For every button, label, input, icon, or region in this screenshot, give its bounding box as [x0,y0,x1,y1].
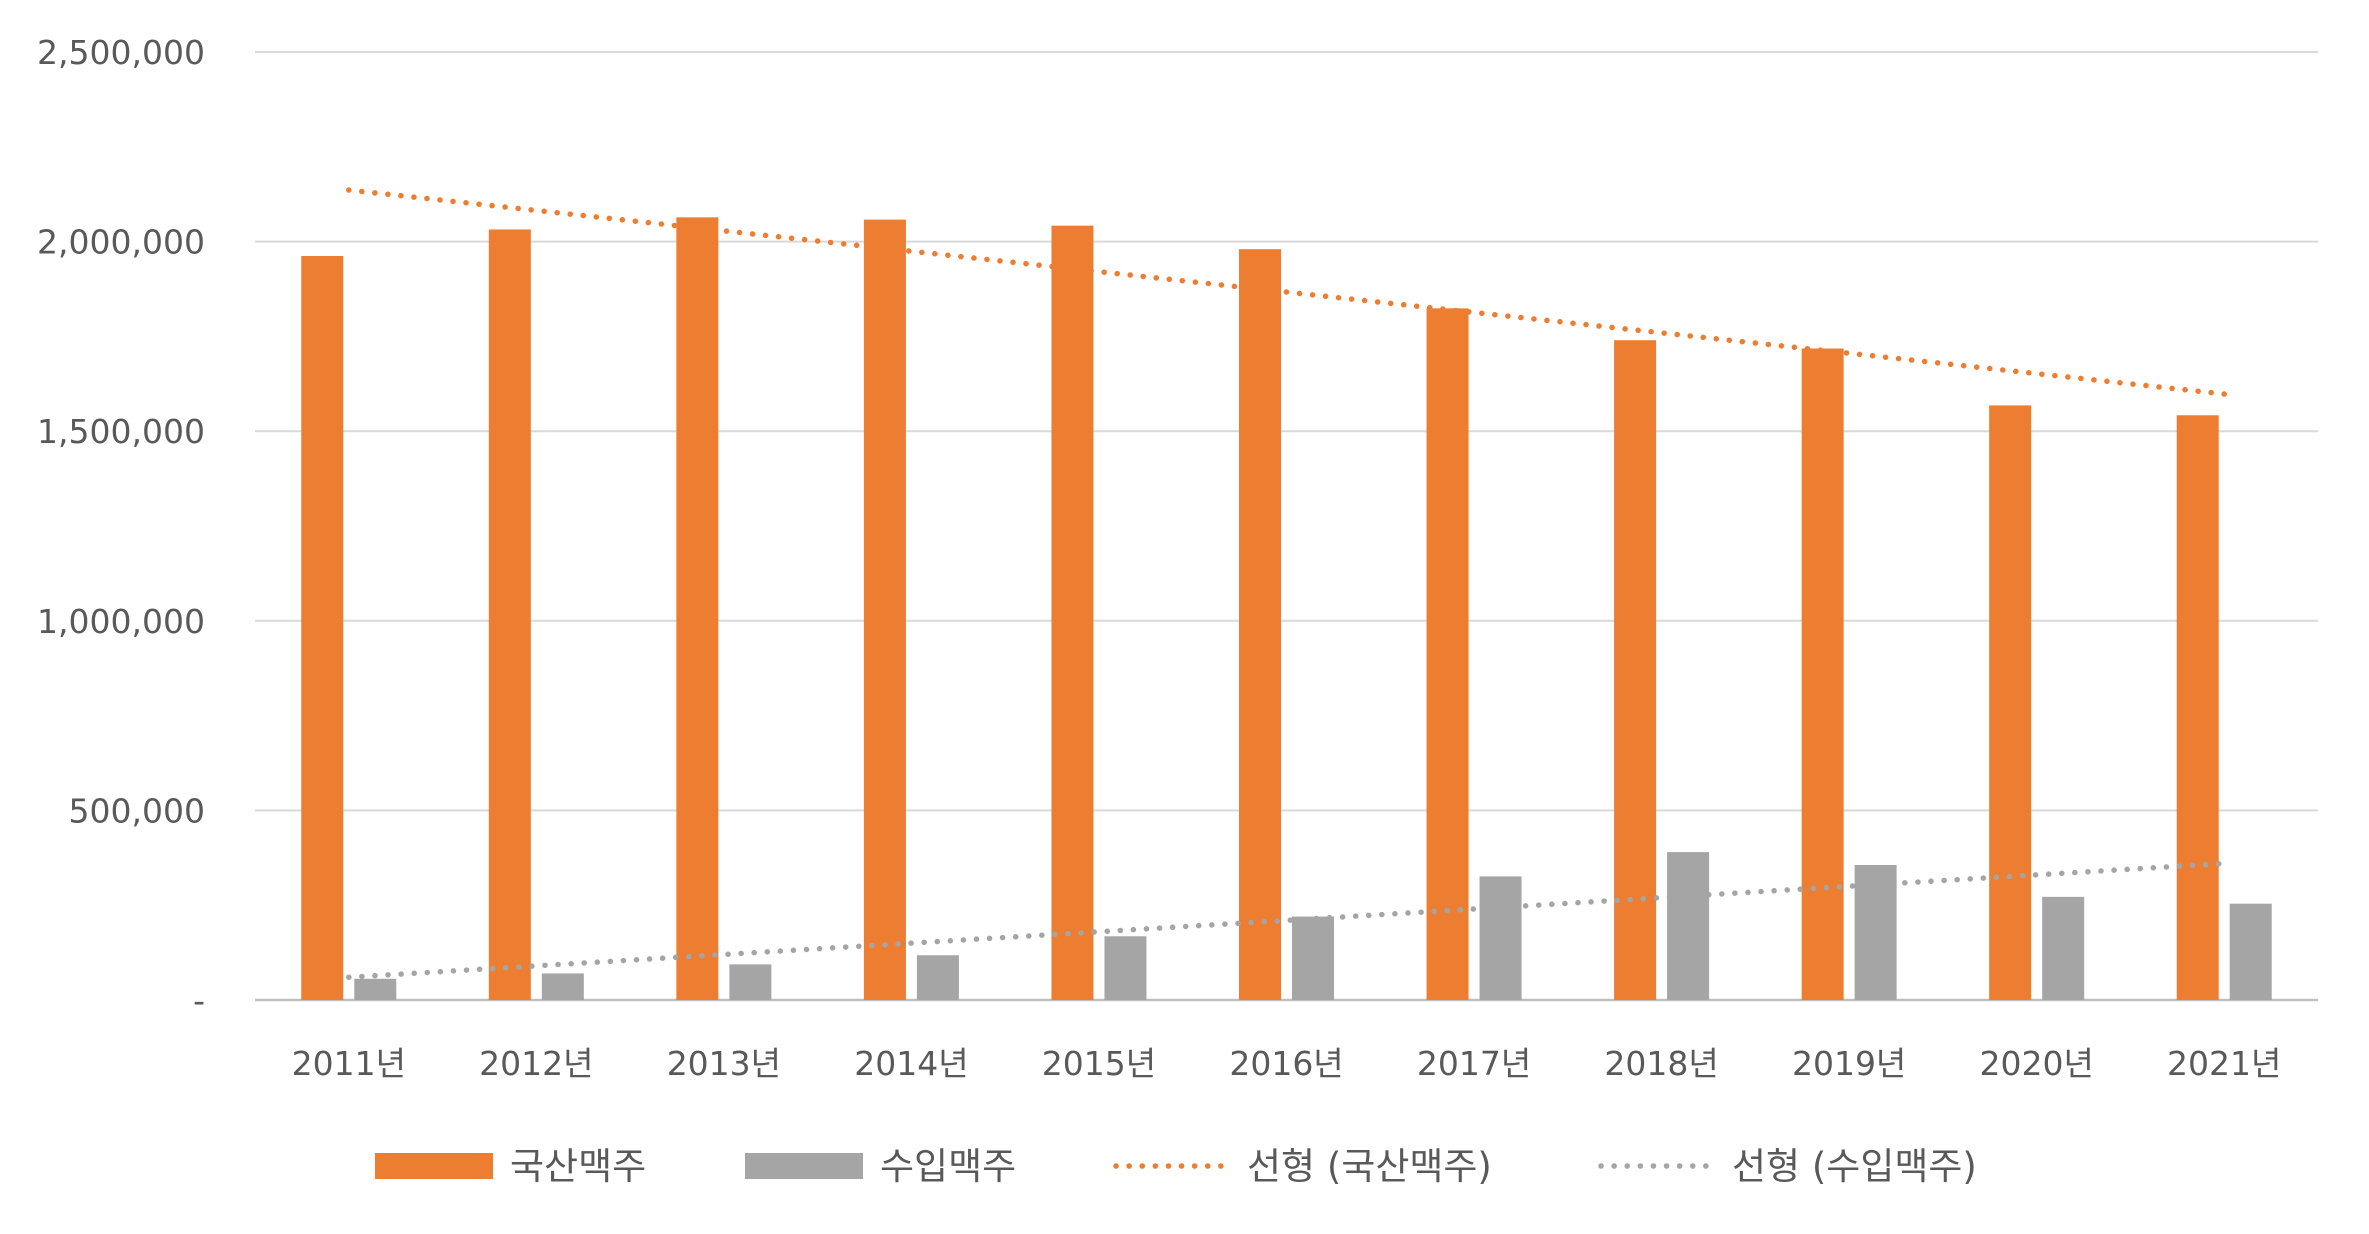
x-tick-label: 2015년 [1042,1044,1156,1083]
bar-domestic [863,219,906,1001]
bar-imported [1854,865,1897,1000]
x-tick-label: 2020년 [1980,1044,2094,1083]
trendline-domestic [346,187,2227,397]
y-tick-label: 500,000 [69,791,205,830]
x-axis: 2011년 2012년 2013년 2014년 2015년 2016년 2017년 2018년… [292,1044,2282,1083]
y-tick-label: - [193,981,205,1020]
bar-imported [1104,936,1147,1000]
bar-domestic [1426,308,1469,1000]
bar-imported [1479,876,1522,1000]
x-tick-label: 2021년 [2167,1044,2281,1083]
legend-imported: 수입맥주 [745,1145,1016,1188]
bar-domestic [1989,405,2032,1000]
trendline-imported [346,860,2227,980]
x-tick-label: 2017년 [1417,1044,1531,1083]
legend-swatch [375,1153,493,1179]
x-tick-label: 2013년 [667,1044,781,1083]
bar-imported [2042,896,2085,1000]
legend-swatch [745,1153,863,1179]
bar-imported [729,964,772,1000]
bar-domestic [301,256,344,1000]
bar-domestic [1614,340,1657,1000]
y-tick-label: 2,000,000 [37,223,205,262]
bar-domestic [676,217,719,1001]
y-tick-label: 2,500,000 [37,33,205,72]
legend-domestic: 국산맥주 [375,1145,646,1188]
legend-trend-imported: 선형 (수입맥주) [1598,1145,1977,1188]
bar-imported [1292,916,1334,1000]
y-tick-label: 1,500,000 [37,412,205,451]
bar-domestic [488,229,531,1001]
bar-imported [354,978,397,1000]
x-tick-label: 2019년 [1792,1044,1906,1083]
legend-label: 선형 (국산맥주) [1247,1145,1492,1188]
x-tick-label: 2018년 [1604,1044,1718,1083]
legend-label: 국산맥주 [510,1145,646,1188]
gridlines [255,51,2318,1002]
bar-domestic [1051,225,1094,1001]
legend-label: 선형 (수입맥주) [1732,1145,1977,1188]
bar-domestic [2176,415,2219,1001]
y-axis: - 500,000 1,000,000 1,500,000 2,000,000 2,500… [37,33,205,1020]
x-tick-label: 2014년 [854,1044,968,1083]
y-tick-label: 1,000,000 [37,602,205,641]
bar-imported [541,973,584,1000]
x-tick-label: 2016년 [1229,1044,1343,1083]
bar-imported [2229,903,2272,1000]
x-tick-label: 2011년 [292,1044,406,1083]
bars [301,217,2272,1001]
bar-domestic [1239,249,1281,1000]
trendlines [346,187,2227,980]
x-tick-label: 2012년 [479,1044,593,1083]
bar-domestic [1801,348,1844,1000]
legend-label: 수입맥주 [880,1145,1016,1188]
bar-imported [1667,852,1710,1000]
bar-imported [916,955,959,1000]
legend-trend-domestic: 선형 (국산맥주) [1113,1145,1492,1188]
legend: 국산맥주 수입맥주 선형 (국산맥주) 선형 (수입맥주) [375,1145,1977,1188]
